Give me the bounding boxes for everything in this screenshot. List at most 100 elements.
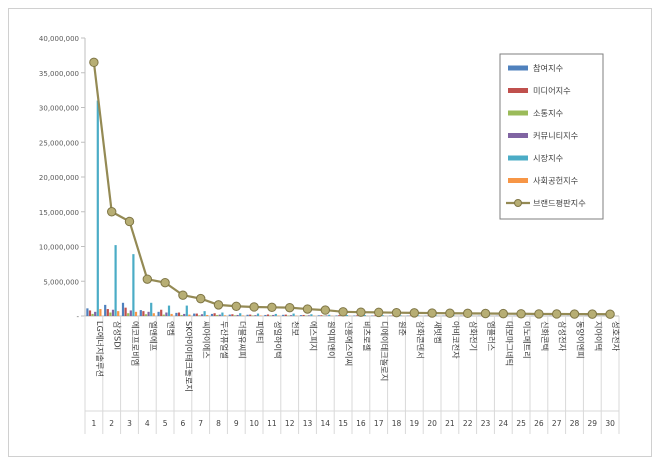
x-tick-label: SK아이이테크놀로지	[184, 321, 194, 392]
bar	[144, 314, 148, 316]
bar	[223, 315, 227, 316]
y-tick-label: 5,000,000	[43, 278, 79, 286]
bar	[381, 315, 384, 316]
bar	[188, 314, 191, 316]
bar	[272, 314, 275, 316]
bar	[109, 312, 112, 316]
line-point	[267, 302, 277, 313]
rank-label: 1	[92, 419, 97, 428]
rank-label: 26	[534, 419, 544, 428]
bar	[373, 315, 376, 316]
bar	[150, 302, 153, 316]
bar	[183, 313, 186, 316]
bar	[114, 245, 117, 316]
line-point	[569, 309, 580, 319]
legend-label: 시장지수	[533, 153, 564, 163]
y-tick-label: -	[76, 313, 79, 321]
rank-label: 14	[321, 419, 331, 428]
line-point	[142, 274, 153, 284]
legend-swatch	[508, 65, 528, 71]
legend-line-marker	[514, 199, 522, 207]
bar	[417, 315, 420, 316]
legend-label: 소통지수	[533, 108, 564, 118]
bar	[246, 314, 249, 316]
bar	[142, 311, 145, 316]
line-point	[409, 308, 419, 318]
x-tick-label: 동양이엔피	[576, 321, 586, 359]
line-point	[356, 307, 366, 317]
bar	[307, 315, 310, 316]
rank-label: 10	[249, 419, 259, 428]
bar	[124, 307, 127, 316]
bar	[106, 309, 109, 316]
rank-label: 8	[216, 419, 221, 428]
bar	[152, 313, 155, 316]
rank-label: 3	[127, 419, 132, 428]
line-point	[445, 308, 455, 318]
bar	[170, 313, 173, 316]
rank-label: 11	[267, 419, 277, 428]
bar	[139, 310, 142, 316]
x-tick-label: 성일하이텍	[273, 321, 283, 359]
line-point	[231, 301, 242, 311]
y-tick-label: 20,000,000	[39, 174, 79, 182]
bar	[185, 305, 188, 316]
legend-label: 사회공헌지수	[533, 176, 579, 186]
rank-label: 28	[570, 419, 580, 428]
bar	[355, 315, 359, 316]
rank-label: 9	[234, 419, 239, 428]
x-tick-label: 엔켐	[166, 321, 176, 336]
bar	[221, 312, 224, 316]
bar	[134, 311, 138, 316]
x-tick-label: 에코프로비엠	[131, 321, 141, 366]
bar	[162, 314, 165, 316]
bar	[88, 310, 92, 316]
line-point	[391, 307, 402, 318]
bar	[399, 315, 402, 316]
rank-label: 22	[463, 419, 473, 428]
bar	[320, 315, 323, 316]
bar	[213, 313, 216, 316]
bar	[363, 315, 366, 316]
bar	[210, 313, 214, 316]
bar	[193, 313, 196, 316]
line-point	[249, 302, 259, 312]
x-tick-label: 두산퓨얼셀	[220, 321, 230, 359]
y-tick-label: 35,000,000	[39, 70, 79, 78]
line-point	[516, 309, 526, 319]
x-tick-label: 성호전자	[611, 321, 621, 352]
bar	[104, 304, 107, 316]
x-tick-label: 삼성전자	[558, 321, 568, 352]
line-point	[285, 302, 295, 313]
x-tick-label: 대보마그네틱	[504, 321, 514, 366]
bar	[216, 314, 219, 316]
legend-swatch	[508, 133, 528, 138]
rank-label: 13	[303, 419, 313, 428]
line-series	[89, 57, 615, 319]
bar	[338, 315, 341, 316]
bar	[231, 314, 234, 316]
legend-label: 참여지수	[533, 63, 564, 73]
line-point	[213, 300, 224, 310]
line-point	[124, 216, 135, 227]
line-point	[160, 277, 170, 288]
rank-label: 25	[516, 419, 526, 428]
bar	[165, 312, 168, 316]
x-tick-label: 에스피지	[309, 321, 319, 351]
line-point	[338, 307, 348, 317]
rank-label: 30	[605, 419, 615, 428]
bar	[127, 313, 130, 316]
bar	[249, 314, 252, 316]
bar	[236, 314, 239, 316]
bar	[239, 313, 242, 316]
x-tick-label: 더블유씨피	[237, 321, 247, 359]
bar	[228, 314, 231, 316]
rank-label: 5	[163, 419, 168, 428]
bar	[292, 313, 295, 316]
legend-swatch	[508, 110, 528, 116]
rank-label: 29	[588, 419, 598, 428]
bar	[218, 314, 221, 316]
bar	[111, 309, 115, 316]
line-point	[320, 305, 330, 315]
bar	[180, 314, 183, 316]
